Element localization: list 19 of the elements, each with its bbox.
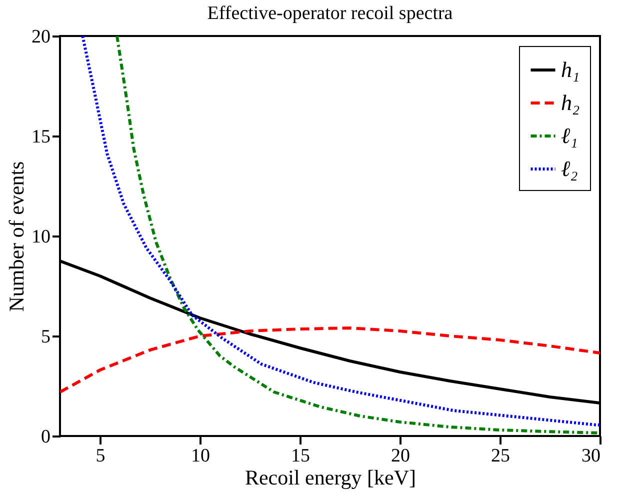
y-tick-label: 5	[41, 326, 50, 348]
legend-label: ℓ₂	[561, 156, 578, 181]
x-tick-label: 5	[96, 446, 106, 466]
chart-title: Effective-operator recoil spectra	[207, 3, 454, 24]
legend-label: h₂	[561, 90, 580, 115]
y-tick-label: 0	[41, 426, 50, 448]
y-tick-label: 10	[32, 226, 50, 248]
y-tick-label: 20	[32, 26, 50, 48]
legend-label: h₁	[561, 57, 580, 82]
x-tick-label: 25	[491, 446, 510, 466]
x-tick-label: 20	[391, 446, 410, 466]
y-tick-label: 15	[32, 126, 50, 148]
line-series	[60, 326, 600, 394]
y-axis-title: Number of events	[4, 161, 28, 312]
x-tick-label: 15	[291, 446, 310, 466]
x-tick-label: 30	[582, 446, 600, 466]
legend-label: ℓ₁	[561, 123, 578, 148]
x-tick-label: 10	[191, 446, 210, 466]
x-axis-title: Recoil energy [keV]	[244, 466, 416, 490]
